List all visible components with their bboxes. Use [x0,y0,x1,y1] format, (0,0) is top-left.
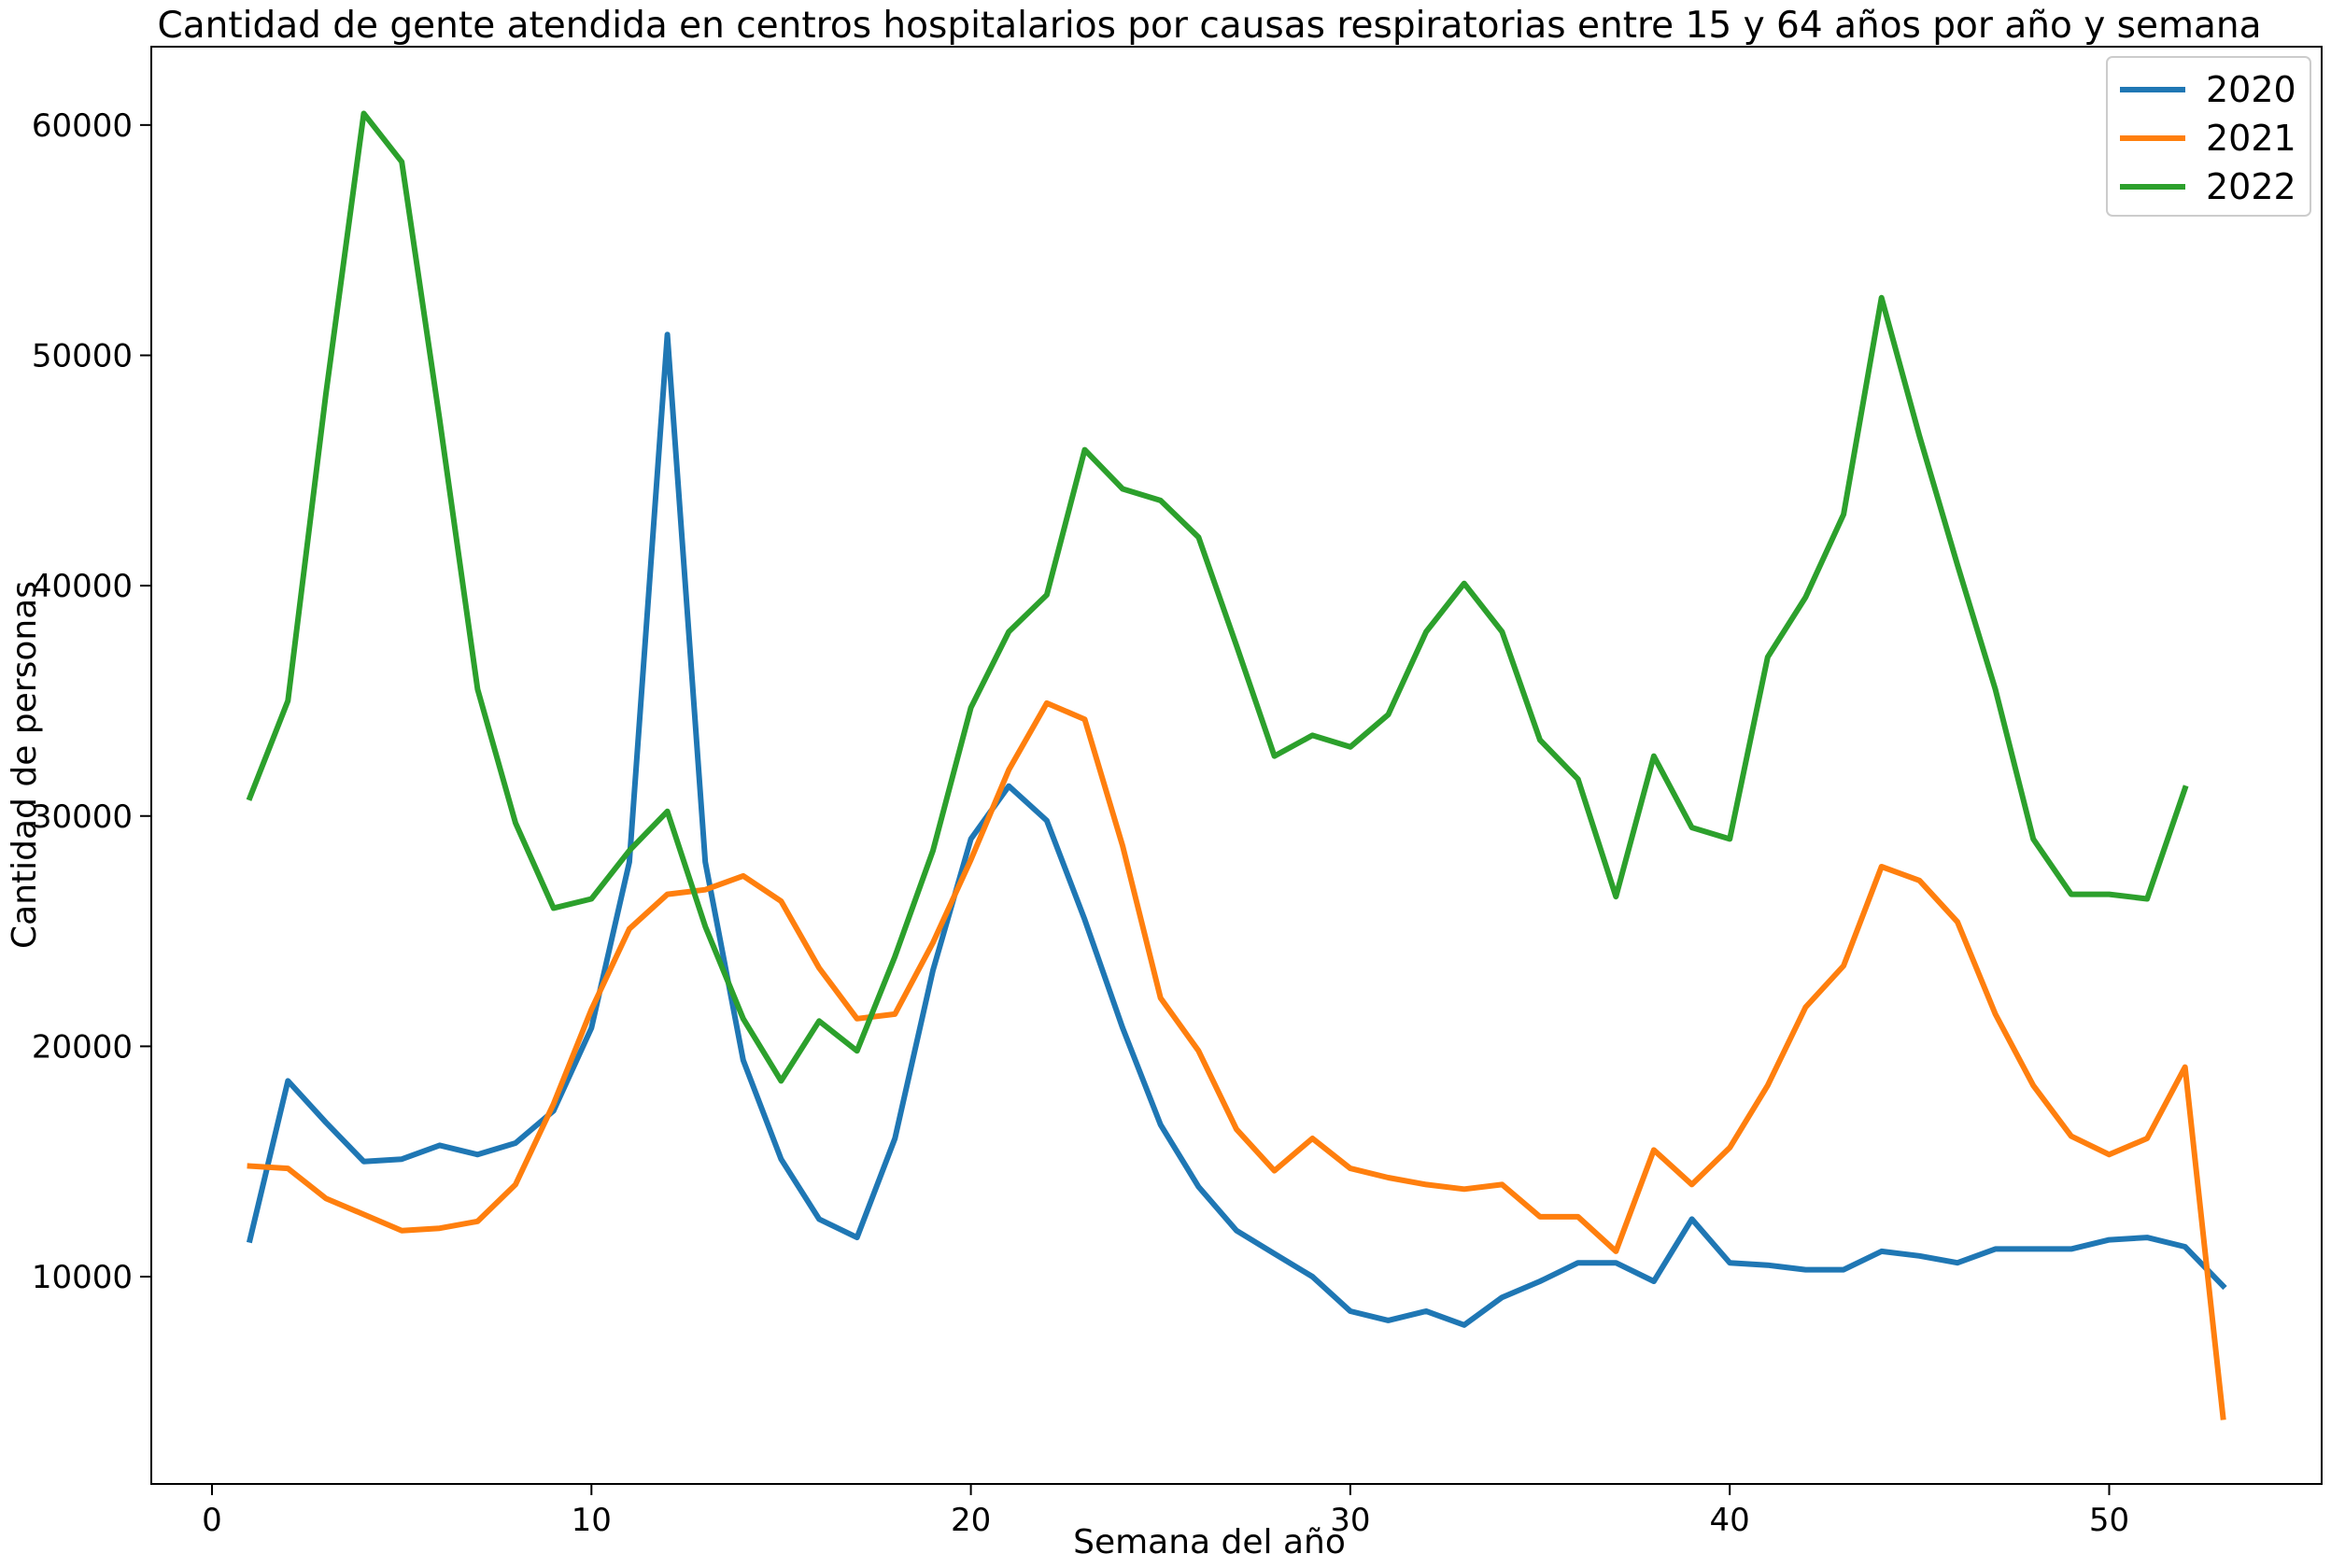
y-tick-label: 10000 [32,1259,133,1296]
plot-area [246,110,2227,1420]
x-tick-label: 10 [572,1502,612,1539]
legend-frame [2106,56,2311,217]
legend: 2020 2021 2022 [2106,56,2311,217]
legend-label-2021: 2021 [2206,118,2296,159]
x-tick-label: 50 [2089,1502,2129,1539]
y-tick-label: 50000 [32,337,133,374]
y-axis: 10000 20000 30000 40000 50000 60000 [32,107,151,1296]
x-tick-label: 30 [1330,1502,1370,1539]
y-tick-label: 40000 [32,568,133,605]
series-line-2020 [246,332,2227,1328]
x-tick-label: 0 [202,1502,222,1539]
y-axis-label: Cantidad de personas [6,581,44,949]
y-tick-label: 30000 [32,798,133,836]
x-axis: 0 10 20 30 40 50 [202,1484,2129,1539]
legend-label-2020: 2020 [2206,69,2296,110]
x-tick-label: 20 [951,1502,991,1539]
x-axis-label: Semana del año [1073,1523,1346,1561]
plot-frame [150,46,2323,1485]
y-tick-label: 20000 [32,1028,133,1066]
chart-title: Cantidad de gente atendida en centros ho… [158,5,2262,47]
legend-label-2022: 2022 [2206,166,2296,207]
x-tick-label: 40 [1710,1502,1750,1539]
series-line-2021 [247,699,2226,1420]
series-line-2022 [246,110,2189,1084]
y-tick-label: 60000 [32,107,133,145]
